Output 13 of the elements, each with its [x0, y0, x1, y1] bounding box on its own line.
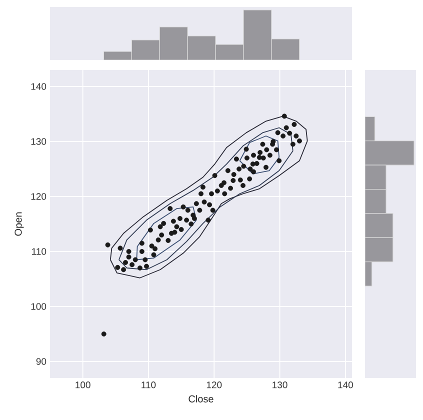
y-tick-label: 120 [31, 193, 46, 200]
x-tick-label: 120 [206, 382, 222, 388]
y-tick-label: 110 [32, 248, 46, 255]
x-tick-label: 100 [76, 382, 90, 388]
y-tick-label: 90 [36, 358, 46, 365]
y-tick-label: 130 [31, 138, 46, 145]
x-tick-label: 140 [338, 382, 353, 388]
y-tick-label: 140 [31, 83, 46, 90]
x-tick-label: 110 [142, 382, 156, 388]
x-tick-label: 130 [272, 382, 288, 388]
y-tick-label: 100 [31, 303, 46, 310]
y-axis-title: Open [14, 212, 24, 236]
x-axis-title: Close [188, 395, 214, 402]
